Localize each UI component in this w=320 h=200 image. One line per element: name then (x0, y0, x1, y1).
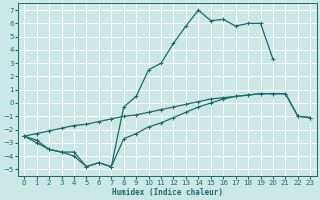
X-axis label: Humidex (Indice chaleur): Humidex (Indice chaleur) (112, 188, 223, 197)
